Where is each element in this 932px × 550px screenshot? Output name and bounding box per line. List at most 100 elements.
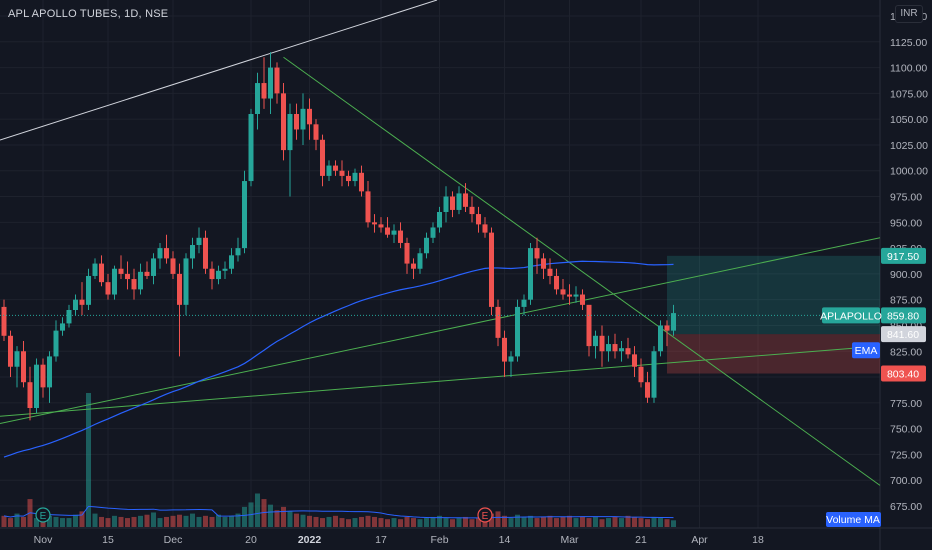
- volume-bar: [476, 518, 481, 527]
- y-tick-label: 1125.00: [890, 37, 927, 49]
- candle-body: [365, 191, 371, 223]
- candle-body: [1, 306, 7, 336]
- volume-bar: [521, 516, 527, 527]
- volume-bar: [469, 519, 475, 527]
- stop-price-tag-value: 803.40: [887, 369, 919, 381]
- volume-bar: [274, 510, 280, 527]
- target-price-tag-bg: [881, 247, 926, 264]
- volume-bar: [372, 516, 377, 527]
- volume-bar: [664, 519, 670, 527]
- y-tick-label: 750.00: [890, 424, 922, 436]
- x-tick-label: Apr: [691, 534, 708, 546]
- earnings-icon: [477, 507, 493, 523]
- volume-bar: [209, 516, 215, 527]
- candle-body: [222, 268, 228, 271]
- candle-body: [164, 248, 169, 259]
- candle-body: [313, 124, 319, 140]
- candle-body: [177, 273, 182, 305]
- volume-bar: [138, 515, 143, 527]
- volume-bar: [502, 515, 507, 527]
- candle-body: [79, 299, 85, 305]
- candle-body: [300, 108, 306, 130]
- candle-body: [339, 170, 345, 176]
- y-tick-label: 950.00: [890, 217, 922, 229]
- volume-bar: [560, 516, 566, 527]
- volume-bar: [8, 518, 13, 527]
- volume-bar: [385, 519, 390, 527]
- volume-bar: [398, 519, 403, 527]
- volume-bar: [287, 511, 293, 527]
- volume-bar: [40, 519, 46, 527]
- volume-bar: [157, 518, 163, 527]
- candle-body: [190, 245, 195, 259]
- ema-label-bg: [852, 342, 880, 359]
- currency-badge[interactable]: INR: [895, 5, 923, 23]
- volume-bar: [190, 513, 195, 527]
- candle-body: [352, 172, 358, 182]
- volume-bar: [268, 504, 273, 527]
- volume-bar: [573, 518, 579, 527]
- volume-bar: [313, 516, 319, 527]
- volume-bar: [515, 514, 520, 527]
- candle-body: [209, 268, 215, 280]
- volume-bar: [463, 516, 468, 527]
- candle-body: [437, 212, 442, 228]
- stop-price-tag-bg: [881, 365, 926, 382]
- volume-bar: [554, 518, 559, 527]
- volume-bar: [567, 515, 572, 527]
- candle-body: [671, 313, 676, 331]
- candle-body: [183, 258, 189, 305]
- candle-body: [268, 67, 273, 99]
- earnings-label: E: [40, 511, 47, 522]
- candle-body: [60, 323, 65, 331]
- volume-bar: [417, 519, 423, 527]
- candle-body: [359, 172, 364, 192]
- candle-body: [274, 67, 280, 94]
- volume-bar: [144, 514, 150, 527]
- candle-body: [92, 263, 98, 276]
- candles: [1, 52, 676, 421]
- volume-bar: [619, 518, 624, 527]
- volume-bar: [1, 515, 7, 527]
- candle-body: [463, 193, 468, 207]
- volume-bar: [456, 518, 462, 527]
- volume-bar: [534, 518, 540, 527]
- candle-body: [294, 114, 299, 130]
- volume-bar: [14, 513, 20, 527]
- volume-bar: [53, 516, 59, 527]
- volume-bar: [229, 515, 234, 527]
- volume-bar: [580, 516, 585, 527]
- volume-bar: [424, 518, 429, 527]
- volume-bar: [281, 506, 286, 527]
- volume-bar: [92, 513, 98, 527]
- volume-bar: [391, 518, 397, 527]
- candle-body: [372, 222, 377, 225]
- volume-bar: [450, 519, 455, 527]
- x-tick-label: 14: [499, 534, 511, 546]
- volume-bar: [105, 518, 111, 527]
- trendline-support: [0, 345, 881, 417]
- symbol-title: APL APOLLO TUBES, 1D, NSE: [8, 8, 169, 20]
- candle-body: [235, 248, 241, 256]
- x-tick-label: 17: [375, 534, 387, 546]
- volume-ma-text: Volume MA: [826, 514, 880, 526]
- candle-body: [651, 351, 657, 398]
- candle-body: [112, 268, 117, 295]
- candle-body: [125, 273, 130, 280]
- volume-bar: [183, 515, 189, 527]
- volume-bar: [638, 518, 644, 527]
- x-tick-label: 15: [102, 534, 114, 546]
- entry-price-tag: 841.60: [881, 326, 926, 343]
- candle-body: [105, 282, 111, 295]
- y-tick-label: 875.00: [890, 295, 922, 307]
- candle-body: [21, 351, 26, 383]
- volume-bar: [430, 516, 436, 527]
- candle-body: [567, 294, 572, 297]
- candle-body: [203, 237, 208, 269]
- trendline-descending: [283, 56, 881, 486]
- candle-body: [521, 299, 527, 307]
- volume-bar: [586, 518, 592, 527]
- candle-body: [547, 268, 553, 276]
- volume-bar: [203, 515, 208, 527]
